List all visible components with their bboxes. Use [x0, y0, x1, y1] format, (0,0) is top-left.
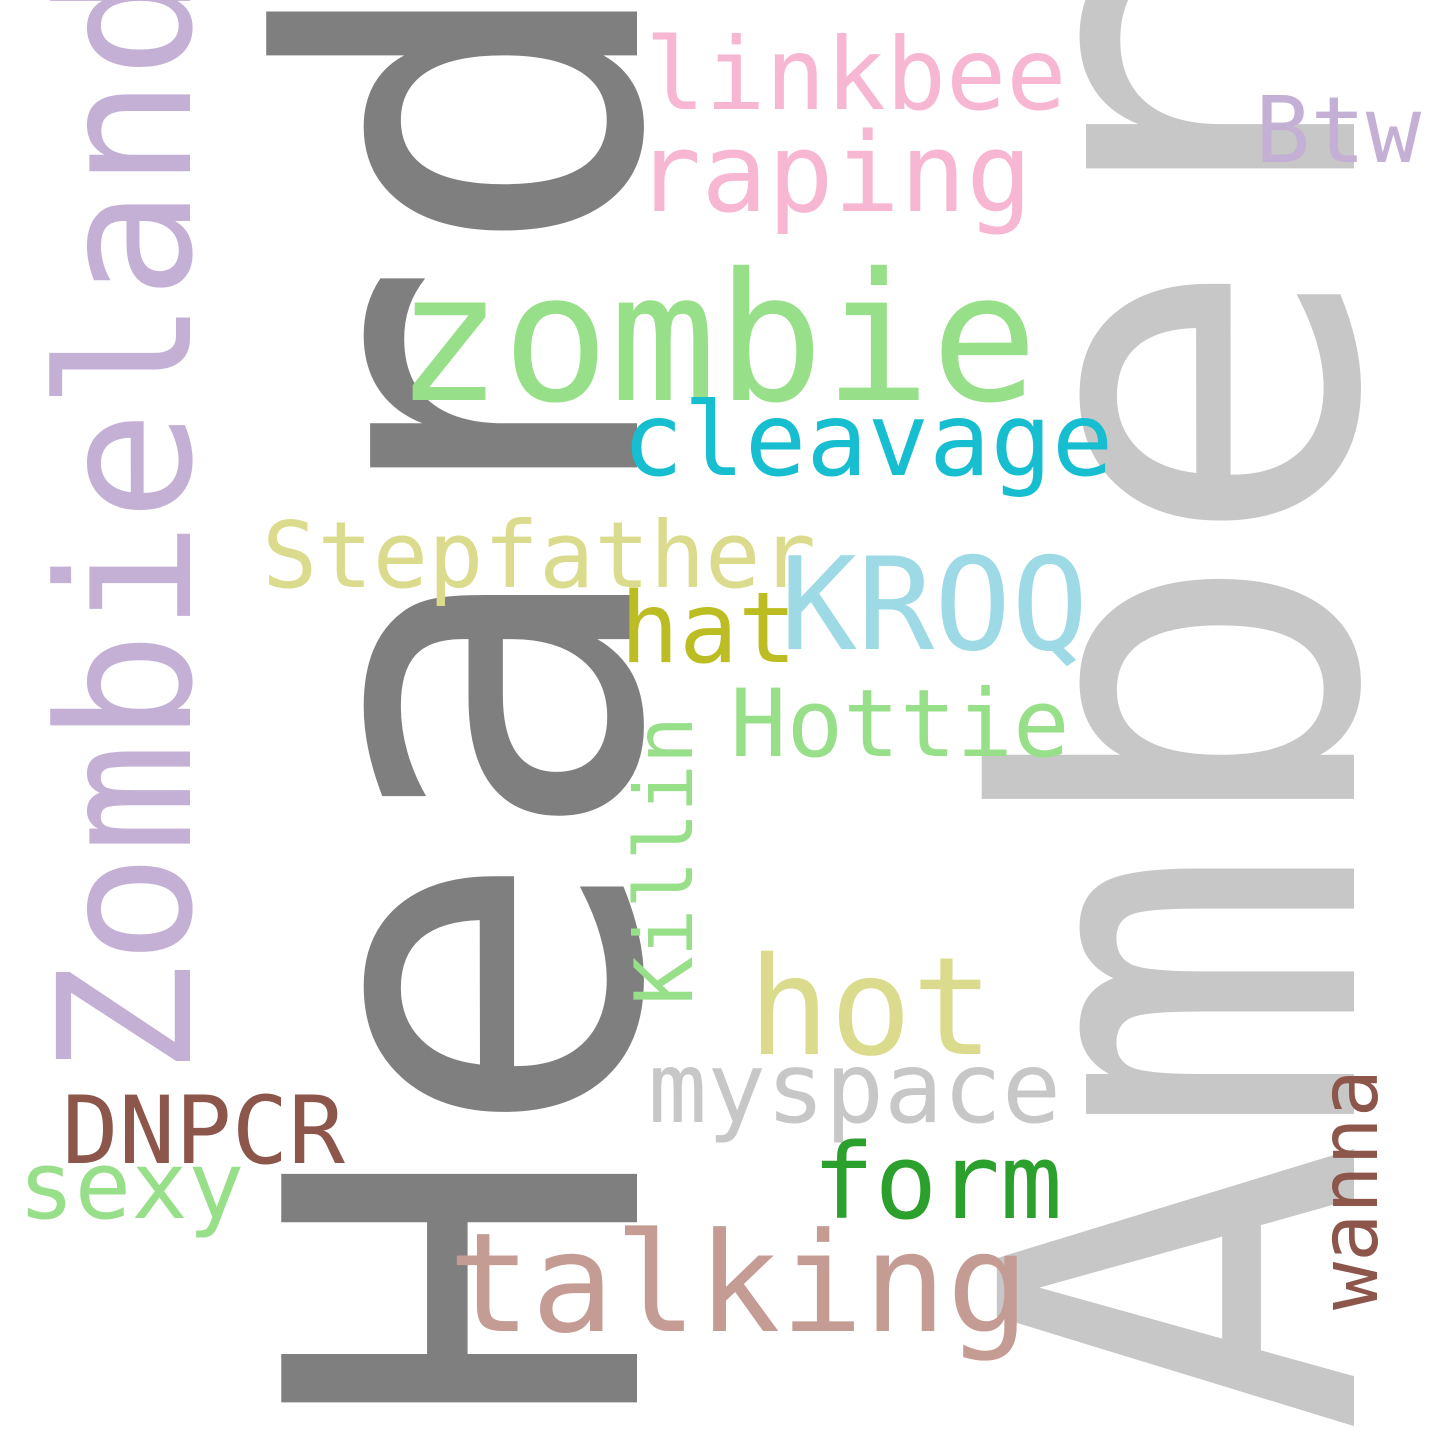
word-linkbee: linkbee [645, 16, 1067, 133]
word-myspace: myspace [648, 1032, 1062, 1146]
word-stepfather: Stepfather [262, 502, 816, 609]
word-killin: Killin [618, 716, 711, 1005]
word-wanna: wanna [1303, 1069, 1396, 1310]
word-hot: hot [748, 929, 994, 1087]
word-hat: hat [620, 572, 798, 686]
word-hottie: Hottie [730, 670, 1070, 779]
word-sexy: sexy [18, 1132, 245, 1241]
word-cleavage: cleavage [622, 381, 1114, 500]
word-kroq: KROQ [780, 531, 1089, 680]
word-zombie: zombie [395, 235, 1038, 442]
word-btw: Btw [1255, 77, 1422, 184]
word-raping: raping [635, 109, 1033, 237]
word-zombieland: Zombieland [20, 0, 234, 1075]
word-talking: talking [448, 1203, 1030, 1364]
word-dnpcr: DNPCR [62, 1077, 345, 1186]
word-form: form [812, 1121, 1063, 1243]
